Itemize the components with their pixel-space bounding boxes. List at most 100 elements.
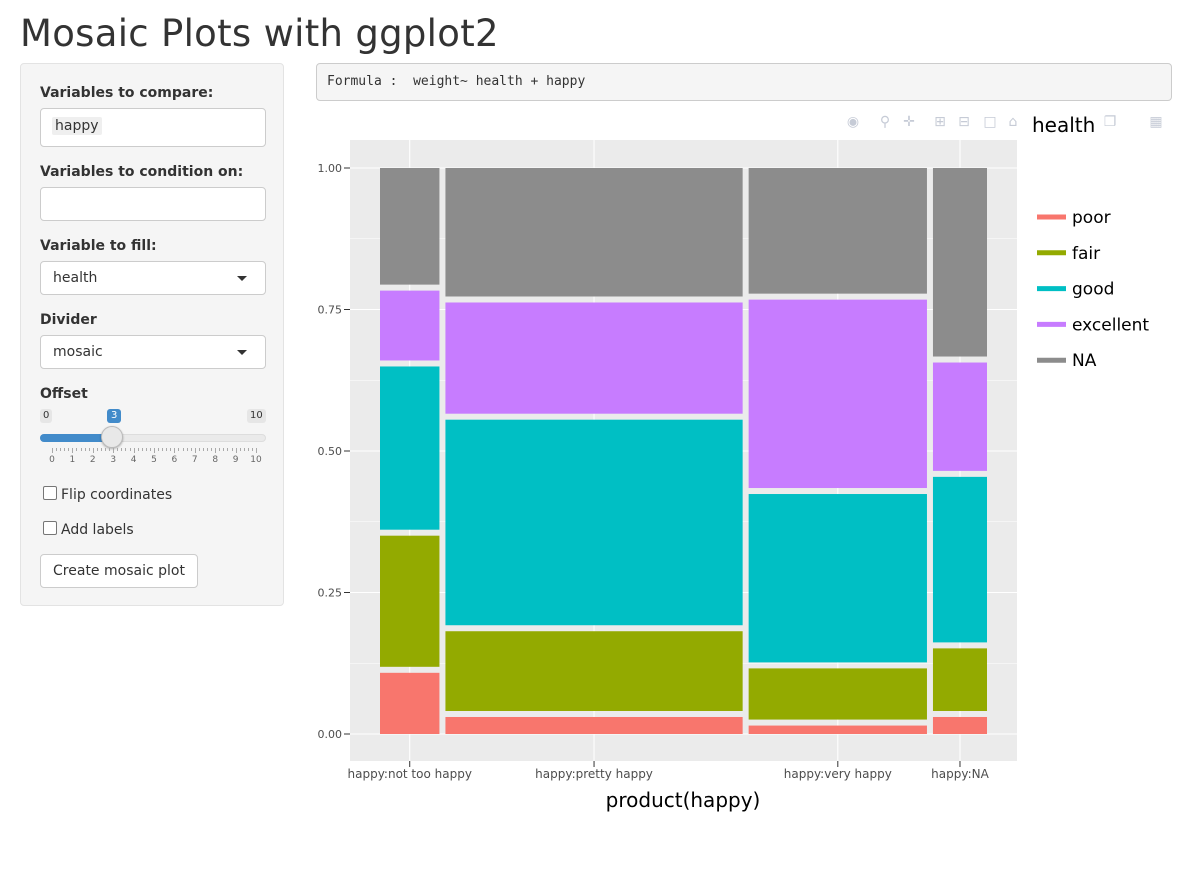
- mosaic-tile-fair[interactable]: [748, 668, 927, 720]
- add-labels-label: Add labels: [61, 522, 134, 538]
- slider-minor-tick: [231, 448, 233, 451]
- slider-tick-label: 3: [110, 455, 117, 465]
- mosaic-tile-na[interactable]: [445, 168, 743, 297]
- zoom-in-icon[interactable]: ⊞: [934, 114, 946, 130]
- zoom-out-icon[interactable]: ⊟: [958, 114, 970, 130]
- slider-minor-tick: [84, 448, 86, 451]
- mosaic-tile-excellent[interactable]: [932, 362, 987, 471]
- slider-minor-tick: [60, 448, 62, 451]
- mosaic-tile-good[interactable]: [380, 366, 440, 530]
- mosaic-tile-fair[interactable]: [380, 535, 440, 667]
- divider-select-value: mosaic: [53, 344, 103, 360]
- slider-tick: [174, 448, 176, 453]
- fill-select-value: health: [53, 270, 98, 286]
- add-labels-row[interactable]: Add labels: [43, 521, 134, 538]
- slider-minor-tick: [223, 448, 225, 451]
- slider-min-label: 0: [40, 409, 53, 423]
- fill-select[interactable]: health: [40, 261, 266, 295]
- slider-minor-tick: [100, 448, 102, 451]
- formula-output: Formula : weight~ health + happy: [316, 63, 1172, 101]
- chevron-down-icon: [237, 350, 247, 355]
- y-tick-label: 1.00: [318, 162, 343, 175]
- slider-handle[interactable]: [101, 426, 123, 448]
- mosaic-tile-good[interactable]: [932, 476, 987, 643]
- slider-max-label: 10: [247, 409, 266, 423]
- slider-tick-label: 1: [69, 455, 76, 465]
- slider-minor-tick: [88, 448, 90, 451]
- add-labels-checkbox[interactable]: [43, 521, 57, 535]
- autoscale-icon[interactable]: □: [983, 114, 997, 130]
- slider-fill: [40, 434, 113, 442]
- y-tick-label: 0.00: [318, 728, 343, 741]
- slider-minor-tick: [125, 448, 127, 451]
- flip-coordinates-checkbox[interactable]: [43, 486, 57, 500]
- plot-panel: [350, 140, 1017, 761]
- slider-tick-label: 9: [232, 455, 239, 465]
- y-axis: 0.00 0.25 0.50 0.75 1.00: [318, 162, 350, 741]
- hover-icon[interactable]: ❐: [1103, 114, 1117, 130]
- slider-minor-tick: [198, 448, 200, 451]
- slider-minor-tick: [145, 448, 147, 451]
- x-tick-label: happy:NA: [931, 767, 989, 781]
- mosaic-tile-good[interactable]: [748, 494, 927, 663]
- slider-minor-tick: [105, 448, 107, 451]
- offset-label: Offset: [40, 386, 88, 402]
- slider-tick: [113, 448, 115, 453]
- slider-minor-tick: [186, 448, 188, 451]
- mosaic-tile-poor[interactable]: [380, 672, 440, 734]
- legend-label[interactable]: NA: [1072, 351, 1097, 371]
- slider-tick-label: 8: [212, 455, 219, 465]
- slider-tick: [215, 448, 217, 453]
- mosaic-tile-na[interactable]: [932, 168, 987, 357]
- slider-tick-label: 2: [89, 455, 96, 465]
- mosaic-tile-na[interactable]: [380, 168, 440, 285]
- condition-input[interactable]: [40, 187, 266, 221]
- slider-tick-label: 0: [49, 455, 55, 465]
- slider-minor-tick: [129, 448, 131, 451]
- create-mosaic-button[interactable]: Create mosaic plot: [40, 554, 198, 588]
- mosaic-tile-excellent[interactable]: [748, 299, 927, 489]
- mosaic-tile-na[interactable]: [748, 168, 927, 294]
- slider-minor-tick: [68, 448, 70, 451]
- slider-tick: [52, 448, 53, 453]
- home-icon[interactable]: ⌂: [1008, 114, 1018, 130]
- camera-icon[interactable]: ◉: [846, 114, 860, 130]
- page-title: Mosaic Plots with ggplot2: [20, 12, 499, 55]
- mosaic-tile-poor[interactable]: [932, 716, 987, 734]
- mosaic-tile-poor[interactable]: [748, 725, 927, 734]
- slider-tick-label: 4: [130, 455, 137, 465]
- plotly-logo-icon[interactable]: ▦: [1149, 114, 1163, 130]
- compare-chip[interactable]: happy: [52, 117, 102, 135]
- slider-minor-tick: [251, 448, 253, 451]
- mosaic-tile-poor[interactable]: [445, 716, 743, 734]
- slider-minor-tick: [149, 448, 151, 451]
- slider-tick: [194, 448, 196, 453]
- legend-label[interactable]: excellent: [1072, 315, 1149, 335]
- legend-label[interactable]: good: [1072, 280, 1114, 300]
- zoom-icon[interactable]: ⚲: [879, 114, 891, 130]
- slider-minor-tick: [202, 448, 204, 451]
- legend-title: health: [1032, 113, 1095, 137]
- legend-label[interactable]: poor: [1072, 208, 1111, 228]
- slider-tick-label: 10: [250, 455, 262, 465]
- legend-label[interactable]: fair: [1072, 244, 1100, 264]
- slider-minor-tick: [137, 448, 139, 451]
- mosaic-tile-excellent[interactable]: [380, 290, 440, 361]
- slider-minor-tick: [166, 448, 168, 451]
- mosaic-tile-good[interactable]: [445, 419, 743, 626]
- slider-tick: [235, 448, 237, 453]
- slider-minor-tick: [219, 448, 221, 451]
- divider-select[interactable]: mosaic: [40, 335, 266, 369]
- mosaic-tile-fair[interactable]: [932, 648, 987, 711]
- mosaic-tiles: [380, 168, 987, 734]
- slider-minor-tick: [190, 448, 192, 451]
- slider-minor-tick: [64, 448, 66, 451]
- slider-minor-tick: [207, 448, 209, 451]
- slider-tick: [92, 448, 94, 453]
- pan-icon[interactable]: ✛: [903, 114, 915, 130]
- mosaic-tile-excellent[interactable]: [445, 302, 743, 414]
- flip-coordinates-row[interactable]: Flip coordinates: [43, 486, 172, 503]
- compare-input[interactable]: happy: [40, 108, 266, 147]
- mosaic-tile-fair[interactable]: [445, 631, 743, 711]
- slider-tick: [154, 448, 155, 453]
